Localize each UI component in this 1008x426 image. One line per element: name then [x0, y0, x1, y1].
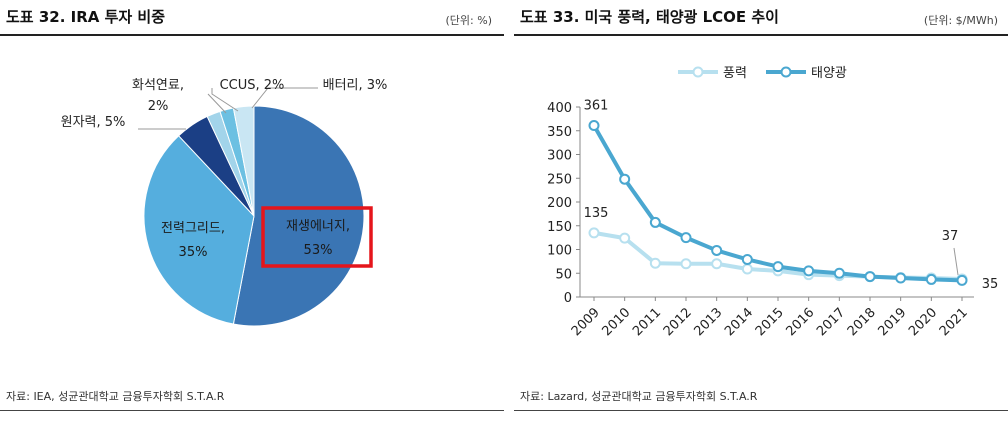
- data-point: [588, 120, 600, 132]
- data-point: [680, 232, 692, 244]
- pie-slice-label: 화석연료,: [132, 78, 184, 93]
- legend-marker: [780, 66, 792, 78]
- pie-slice-label: 배터리, 3%: [323, 78, 388, 93]
- data-point: [956, 274, 968, 286]
- data-point: [649, 257, 661, 269]
- data-point: [772, 261, 784, 273]
- x-tick-label: 2013: [691, 305, 725, 339]
- y-tick-label: 350: [547, 125, 572, 140]
- pie-slice-value: 35%: [179, 245, 208, 260]
- data-point: [649, 216, 661, 228]
- data-point: [833, 267, 845, 279]
- y-tick-label: 200: [547, 196, 572, 211]
- pie-panel: 도표 32. IRA 투자 비중 (단위: %) 재생에너지, 53% 전력그리드,…: [0, 8, 504, 411]
- data-point: [803, 265, 815, 277]
- data-label: 135: [584, 206, 609, 221]
- pie-top-rule: [0, 34, 504, 36]
- y-tick-label: 250: [547, 172, 572, 187]
- y-tick-label: 0: [564, 291, 572, 306]
- data-point: [925, 273, 937, 285]
- pie-slice: [143, 135, 255, 325]
- pie-slice-label: 재생에너지,: [286, 219, 350, 234]
- pie-source: 자료: IEA, 성균관대학교 금융투자학회 S.T.A.R: [6, 390, 225, 403]
- x-tick-label: 2010: [599, 305, 633, 339]
- y-tick-label: 300: [547, 149, 572, 164]
- data-point: [741, 263, 753, 275]
- data-point: [895, 272, 907, 284]
- data-point: [711, 244, 723, 256]
- data-point: [619, 173, 631, 185]
- data-point: [619, 232, 631, 244]
- x-tick-label: 2009: [569, 305, 603, 339]
- x-tick-label: 2020: [906, 305, 940, 339]
- data-point: [588, 227, 600, 239]
- pie-slice-value: 53%: [304, 243, 333, 258]
- pie-slice-label: 전력그리드,: [161, 221, 225, 236]
- x-tick-label: 2019: [875, 305, 909, 339]
- leader-line: [211, 88, 239, 112]
- data-point: [680, 258, 692, 270]
- y-tick-label: 150: [547, 220, 572, 235]
- x-tick-label: 2018: [845, 305, 879, 339]
- pie-chart: 재생에너지, 53% 전력그리드, 35% 원자력, 5% 화석연료, 2% CCUS, 2%…: [61, 78, 388, 327]
- line-bottom-rule: [514, 410, 1008, 411]
- pie-unit-label: (단위: %): [445, 14, 492, 27]
- legend-label: 태양광: [811, 66, 847, 81]
- legend-marker: [692, 66, 704, 78]
- data-label: 35: [982, 277, 999, 292]
- line-chart-title: 도표 33. 미국 풍력, 태양광 LCOE 추이: [520, 8, 779, 26]
- x-tick-label: 2014: [722, 305, 756, 339]
- x-tick-label: 2016: [783, 305, 817, 339]
- pie-slice: [232, 105, 365, 327]
- line-top-rule: [514, 34, 1008, 36]
- y-tick-label: 100: [547, 244, 572, 259]
- y-tick-label: 400: [547, 101, 572, 116]
- pie-slice-label: CCUS, 2%: [220, 78, 285, 93]
- pie-bottom-rule: [0, 410, 504, 411]
- line-source: 자료: Lazard, 성균관대학교 금융투자학회 S.T.A.R: [520, 390, 758, 403]
- pie-slice-label: 원자력, 5%: [61, 115, 126, 130]
- data-point: [741, 253, 753, 265]
- x-tick-label: 2012: [661, 305, 695, 339]
- leader-line: [251, 87, 318, 109]
- highlight-box: [261, 206, 373, 268]
- x-tick-label: 2021: [937, 305, 971, 339]
- leader-line: [207, 93, 227, 114]
- x-tick-label: 2011: [630, 305, 664, 339]
- pie-slice-value: 2%: [148, 99, 169, 114]
- line-unit-label: (단위: $/MWh): [923, 14, 998, 27]
- legend-label: 풍력: [723, 66, 747, 81]
- data-point: [711, 258, 723, 270]
- x-tick-label: 2017: [814, 305, 848, 339]
- line-panel: 도표 33. 미국 풍력, 태양광 LCOE 추이 (단위: $/MWh) 0 5…: [514, 0, 1008, 426]
- data-label: 37: [942, 229, 959, 244]
- data-point: [864, 271, 876, 283]
- y-tick-label: 50: [555, 267, 572, 282]
- leader-line: [953, 247, 959, 276]
- x-tick-label: 2015: [753, 305, 787, 339]
- pie-chart-title: 도표 32. IRA 투자 비중: [6, 8, 166, 26]
- data-label: 361: [584, 99, 609, 114]
- line-chart: 0 50 100 150 200 250 300 350 400 2009201020112012…: [547, 66, 999, 339]
